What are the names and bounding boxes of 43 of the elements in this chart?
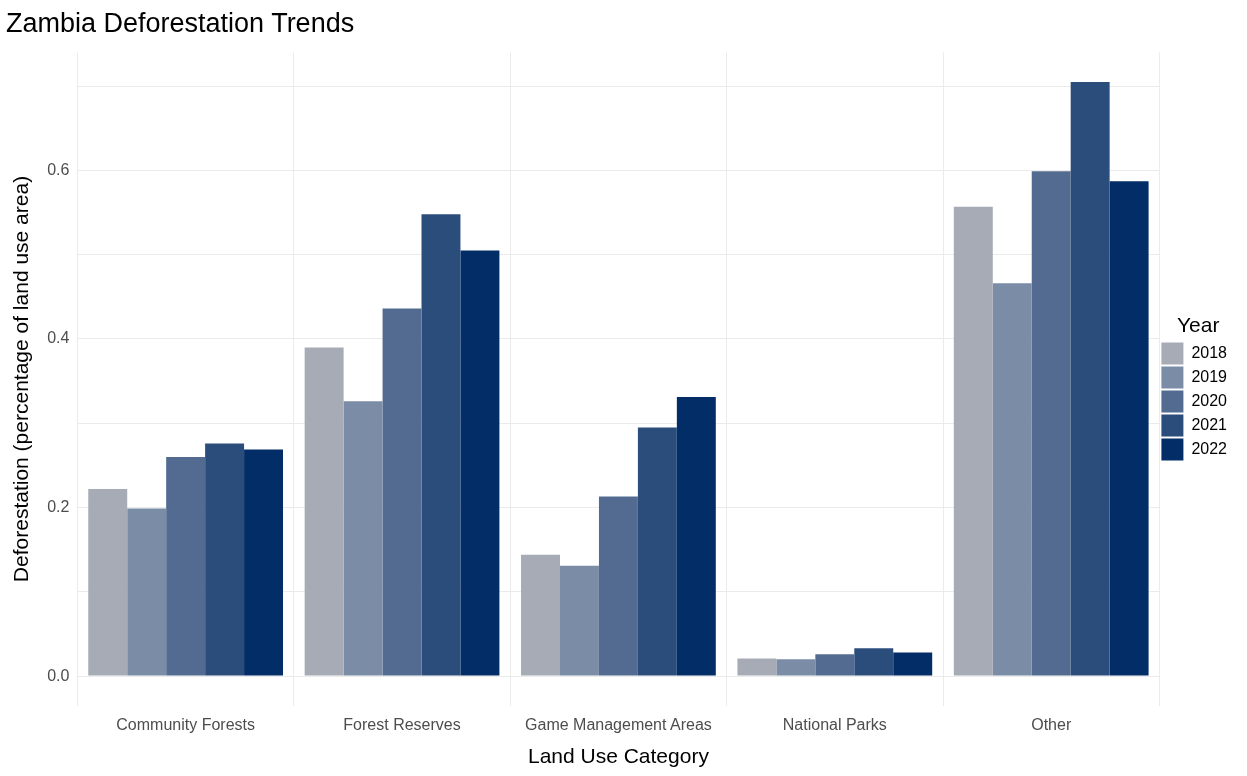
bar: [776, 659, 816, 676]
x-tick-label: Game Management Areas: [525, 715, 712, 733]
bar: [1031, 171, 1071, 676]
legend-label: 2020: [1191, 392, 1228, 410]
bar: [737, 658, 777, 676]
legend-label: 2022: [1191, 440, 1228, 458]
bar: [382, 308, 422, 676]
bar: [893, 652, 933, 676]
y-tick-label: 0.2: [47, 497, 70, 515]
bar: [560, 565, 599, 676]
bar: [1070, 81, 1110, 676]
chart-title: Zambia Deforestation Trends: [6, 7, 355, 38]
bar: [421, 214, 461, 676]
y-tick-label: 0.4: [47, 329, 70, 347]
y-tick-label: 0.6: [47, 160, 70, 178]
legend-label: 2021: [1191, 416, 1228, 434]
x-tick-label: Forest Reserves: [343, 715, 461, 733]
bar: [88, 488, 128, 676]
x-tick-label: National Parks: [782, 715, 887, 733]
bar: [166, 456, 206, 676]
bar: [992, 283, 1032, 676]
bar: [244, 449, 284, 676]
legend-label: 2018: [1191, 344, 1228, 362]
bar: [521, 554, 560, 676]
x-tick-label: Community Forests: [116, 715, 255, 733]
x-axis-title: Land Use Category: [527, 744, 710, 768]
bar: [343, 401, 383, 676]
x-tick-label: Other: [1031, 715, 1072, 733]
legend-title: Year: [1176, 312, 1220, 336]
bar: [1109, 181, 1149, 676]
bar: [205, 443, 245, 676]
bar: [815, 654, 855, 676]
bar: [460, 250, 500, 676]
legend-label: 2019: [1191, 368, 1228, 386]
bar: [127, 508, 167, 676]
bar: [854, 648, 894, 676]
bar: [598, 496, 638, 676]
bar: [304, 347, 344, 676]
y-tick-label: 0.0: [47, 666, 70, 684]
bar: [676, 397, 716, 676]
bar: [953, 206, 993, 676]
y-axis-title: Deforestation (percentage of land use area): [9, 175, 33, 583]
bar: [637, 427, 677, 676]
